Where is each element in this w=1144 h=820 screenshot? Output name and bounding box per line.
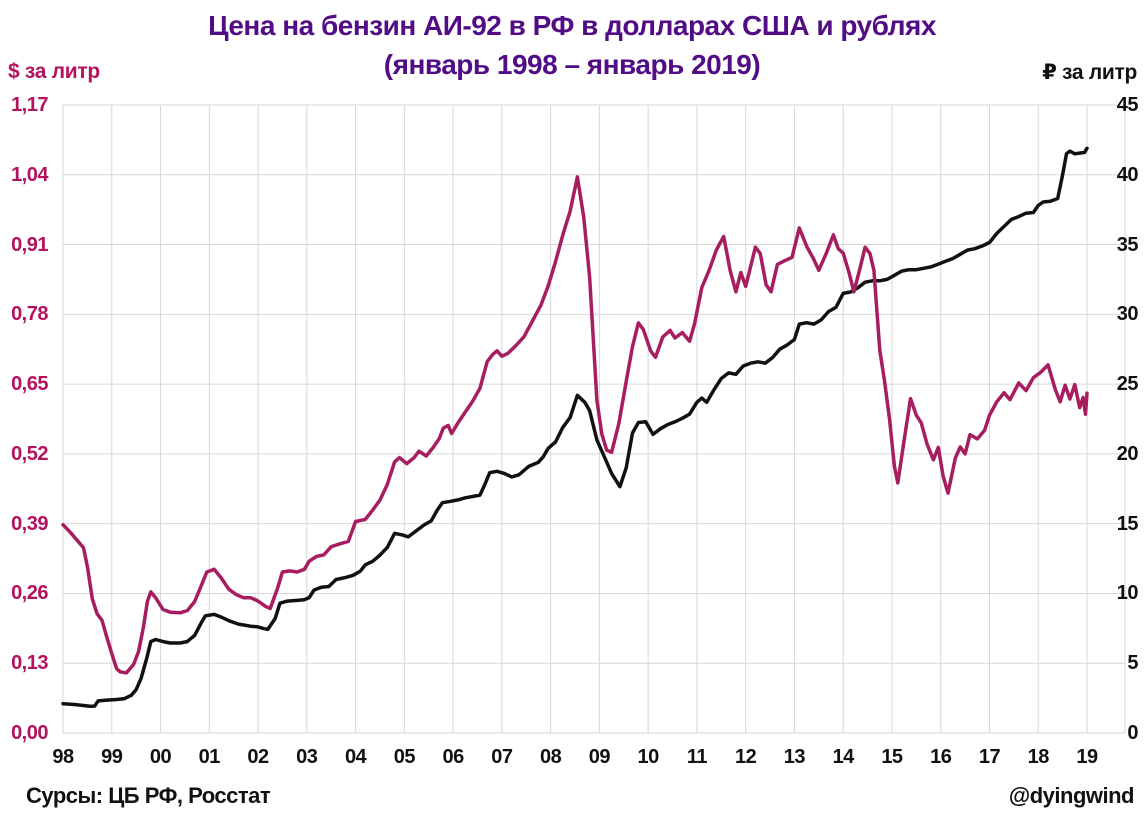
x-axis-tick: 01 [198, 746, 221, 768]
left-axis-tick: 0,52 [11, 442, 48, 465]
x-axis-tick: 98 [52, 746, 74, 768]
x-axis-tick: 11 [686, 746, 708, 768]
credit-note: @dyingwind [1008, 783, 1135, 808]
x-axis-tick: 05 [393, 746, 416, 768]
left-axis-tick: 0,00 [11, 722, 48, 744]
x-axis-tick: 03 [296, 746, 318, 768]
right-axis-tick: 10 [1116, 582, 1139, 605]
right-axis-tick: 45 [1116, 94, 1139, 116]
chart-title-line-1: Цена на бензин АИ-92 в РФ в долларах США… [208, 10, 936, 41]
left-axis-tick: 0,91 [11, 233, 48, 256]
left-axis-tick: 1,17 [11, 94, 48, 116]
right-axis-tick: 35 [1116, 233, 1139, 256]
x-axis-tick: 06 [442, 746, 464, 768]
x-axis-tick: 19 [1076, 746, 1098, 768]
x-axis-tick: 99 [101, 746, 123, 768]
left-axis-tick: 0,13 [11, 652, 48, 675]
left-axis-header-usd: $ за литр [8, 60, 100, 83]
x-axis-tick: 16 [930, 746, 952, 768]
x-axis-tick: 12 [735, 746, 757, 768]
x-axis-tick: 13 [783, 746, 806, 768]
x-axis-tick: 07 [491, 746, 513, 768]
gridlines [62, 104, 1126, 734]
left-axis-tick: 0,78 [11, 303, 48, 326]
series-line-usd [61, 175, 1089, 675]
right-axis-tick: 15 [1116, 512, 1139, 535]
right-axis-header-rub: ₽ за литр [1042, 61, 1137, 84]
source-note: Сурсы: ЦБ РФ, Росстат [26, 783, 271, 808]
x-axis-tick: 04 [344, 746, 367, 768]
left-axis-tick: 0,39 [11, 512, 48, 535]
x-axis-tick: 17 [978, 746, 1001, 768]
x-axis-tick: 15 [881, 746, 903, 768]
left-axis-tick: 0,65 [11, 373, 48, 396]
left-axis-tick: 0,26 [11, 582, 48, 605]
x-axis-tick: 00 [149, 746, 172, 768]
right-axis-tick: 5 [1127, 652, 1138, 675]
right-axis-tick: 40 [1116, 163, 1139, 186]
left-axis-tick: 1,04 [11, 163, 48, 186]
right-axis-tick: 0 [1127, 722, 1138, 744]
chart-title-line-2: (январь 1998 – январь 2019) [383, 49, 761, 80]
x-axis-tick: 02 [247, 746, 269, 768]
right-axis-tick: 30 [1116, 303, 1139, 326]
x-axis-tick: 18 [1027, 746, 1050, 768]
series-line-rub [61, 146, 1089, 708]
x-axis-tick: 14 [832, 746, 855, 768]
x-axis-tick: 08 [539, 746, 562, 768]
right-axis-tick: 25 [1116, 373, 1139, 396]
x-axis-tick: 09 [588, 746, 611, 768]
x-axis-tick: 10 [637, 746, 660, 768]
right-axis-tick: 20 [1116, 442, 1139, 465]
